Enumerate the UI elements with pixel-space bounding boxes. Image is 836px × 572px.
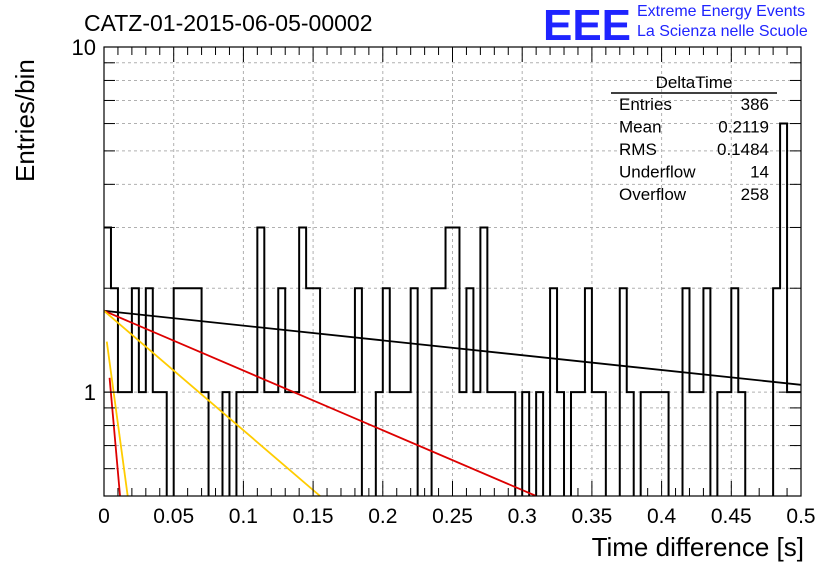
fit-line <box>105 341 129 496</box>
x-tick-label: 0.2 <box>368 505 397 528</box>
x-tick-label: 0.15 <box>293 505 334 528</box>
x-tick-label: 0.3 <box>508 505 537 528</box>
stats-label: Mean <box>619 118 662 137</box>
x-tick-label: 0.4 <box>647 505 677 528</box>
stats-value: 0.1484 <box>717 140 769 159</box>
stats-label: RMS <box>619 140 657 159</box>
x-tick-label: 0.25 <box>432 505 473 528</box>
histogram-outline <box>104 122 801 496</box>
x-tick-label: 0.05 <box>153 505 194 528</box>
stats-title: DeltaTime <box>656 73 733 92</box>
x-tick-label: 0.1 <box>229 505 258 528</box>
stats-value: 386 <box>741 95 769 114</box>
x-tick-label: 0.35 <box>571 505 612 528</box>
chart-title: CATZ-01-2015-06-05-00002 <box>84 10 373 36</box>
fit-line <box>104 310 537 496</box>
stats-value: 14 <box>750 163 769 182</box>
x-tick-label: 0 <box>98 505 110 528</box>
x-tick-label: 0.5 <box>786 505 815 528</box>
logo-line-1: Extreme Energy Events <box>637 3 806 20</box>
stats-value: 0.2119 <box>718 118 769 137</box>
fit-line <box>108 377 121 496</box>
fit-line <box>104 310 321 496</box>
stats-label: Underflow <box>619 163 696 182</box>
y-tick-label: 1 <box>84 380 96 405</box>
stats-label: Entries <box>619 95 672 114</box>
y-tick-label: 10 <box>72 35 96 60</box>
logo-line-2: La Scienza nelle Scuole <box>637 23 808 40</box>
fit-line <box>104 309 801 386</box>
stats-label: Overflow <box>619 185 687 204</box>
eee-logo-mark: EEE <box>543 1 631 46</box>
eee-logo: EEE <box>543 1 631 46</box>
stats-value: 258 <box>741 185 769 204</box>
x-tick-label: 0.45 <box>711 505 752 528</box>
x-axis-label: Time difference [s] <box>591 532 804 562</box>
